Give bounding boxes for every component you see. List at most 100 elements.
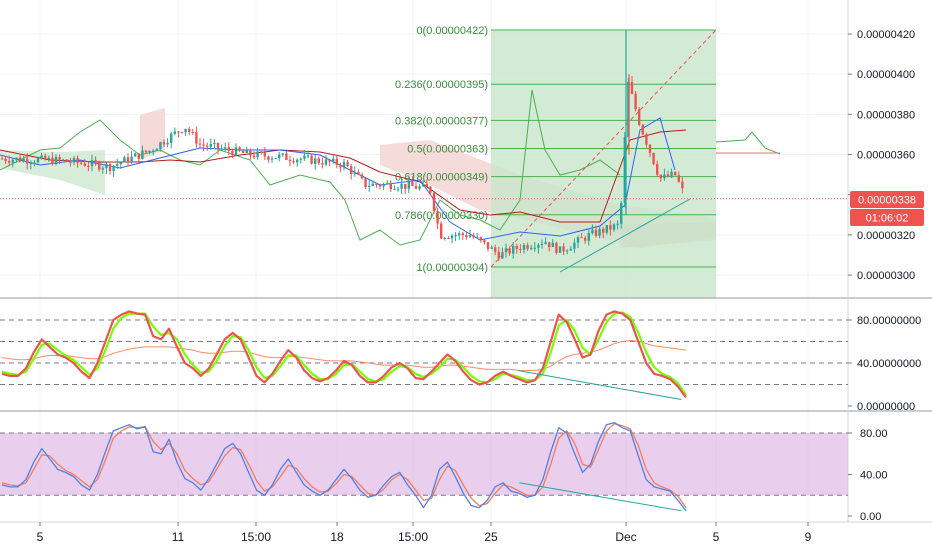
candle-body (310, 155, 313, 164)
candle-body (4, 158, 7, 162)
candle-body (519, 248, 522, 250)
stoch-rsi-panel[interactable] (0, 421, 848, 512)
candle-body (555, 242, 558, 253)
candle-body (512, 245, 515, 254)
candle-body (126, 157, 130, 163)
candle-body (562, 246, 565, 252)
fib-level-label: 0(0.00000422) (416, 25, 488, 37)
candle-body (29, 163, 32, 165)
candle-body (526, 245, 529, 249)
current-price-badge: 0.00000338 01:06:02 (850, 191, 924, 226)
candle-body (476, 237, 479, 239)
candle-body (234, 147, 238, 156)
candle-body (663, 174, 666, 179)
candle-body (404, 183, 407, 189)
candle-body (458, 233, 461, 236)
fib-level-label: 0.5(0.00000363) (407, 144, 488, 156)
fib-zone (491, 30, 716, 298)
candle-body (252, 155, 256, 158)
fib-trend-line[interactable] (490, 29, 717, 268)
candle-body (605, 225, 608, 233)
time-tick-label: 5 (713, 530, 720, 544)
candle-body (26, 158, 29, 164)
candle-body (537, 244, 540, 248)
candle-body (94, 160, 97, 163)
trend-lines[interactable] (490, 29, 717, 273)
candle-body (231, 150, 234, 156)
candle-body (148, 150, 151, 153)
candle-body (616, 223, 619, 225)
candle-body (569, 248, 572, 251)
candle-body (270, 158, 274, 160)
candle-body (551, 242, 554, 248)
candle-body (137, 153, 140, 159)
candle-body (112, 165, 115, 172)
time-tick-label: Dec (615, 530, 636, 544)
stoch-divergence-line[interactable] (517, 370, 682, 401)
candle-body (360, 174, 364, 179)
stoch-rsi-axis[interactable]: 80.00 40.00 0.00 (848, 428, 888, 523)
price-tick-label: 0.00000400 (857, 69, 915, 81)
stoch-rsi-divergence-line[interactable] (519, 482, 682, 512)
candle-body (454, 235, 457, 237)
candle-body (296, 159, 299, 163)
candle-body (382, 184, 385, 187)
candle-body (213, 142, 216, 145)
candle-body (220, 148, 223, 150)
candle-body (274, 158, 277, 160)
candle-body (134, 153, 137, 157)
candle-body (58, 156, 61, 160)
candle-body (670, 171, 673, 177)
stoch-tick-label: 80.00000000 (857, 315, 921, 327)
countdown-badge-bg (850, 209, 924, 226)
candle-body (15, 157, 18, 160)
price-panel[interactable]: 0(0.00000422) 0.236(0.00000395) 0.382(0.00… (0, 25, 848, 298)
stochastic-panel[interactable] (0, 310, 848, 401)
candle-body (623, 136, 626, 203)
candle-body (249, 149, 252, 156)
candle-body (576, 237, 580, 243)
candle-body (364, 178, 367, 187)
candle-body (202, 144, 205, 146)
stoch-rsi-band (0, 433, 848, 496)
time-tick-label: 15:00 (398, 530, 428, 544)
candle-body (594, 229, 598, 236)
candle-body (447, 238, 450, 240)
candle-body (263, 152, 266, 157)
candle-body (314, 158, 317, 164)
candle-body (533, 247, 536, 249)
candle-body (339, 164, 342, 168)
candle-body (162, 142, 166, 145)
candle-body (90, 160, 94, 167)
stoch-rsi-tick-label: 0.00 (860, 511, 881, 523)
candle-body (83, 163, 86, 166)
candle-body (494, 247, 497, 252)
candle-body (656, 164, 659, 175)
time-axis[interactable]: 5 11 15:00 18 15:00 25 Dec 5 9 (37, 522, 812, 544)
candle-body (69, 161, 72, 163)
candle-body (378, 184, 382, 187)
candle-body (530, 247, 533, 249)
fib-level-label: 1(0.00000304) (416, 262, 488, 274)
stoch-rsi-d-line (1, 423, 687, 509)
candle-body (155, 149, 158, 151)
candle-body (72, 158, 76, 163)
price-axis[interactable]: 0.00000420 0.00000400 0.00000380 0.00000360… (848, 29, 915, 282)
stoch-rsi-k-line (1, 421, 687, 512)
candle-body (292, 161, 295, 163)
candle-body (116, 164, 119, 166)
candle-body (173, 131, 176, 134)
ichimoku-leading-a (715, 131, 781, 155)
candle-body (432, 192, 436, 212)
candle-body (558, 246, 562, 253)
candle-body (368, 186, 371, 188)
candle-body (407, 181, 410, 189)
candle-body (119, 162, 122, 165)
fib-retracement[interactable]: 0(0.00000422) 0.236(0.00000395) 0.382(0.00… (395, 25, 716, 298)
candle-body (76, 158, 79, 163)
candle-body (54, 156, 58, 165)
stochastic-axis[interactable]: 80.00000000 40.00000000 0.00000000 (848, 315, 921, 413)
candle-body (36, 158, 40, 163)
trend-line[interactable] (559, 198, 691, 273)
